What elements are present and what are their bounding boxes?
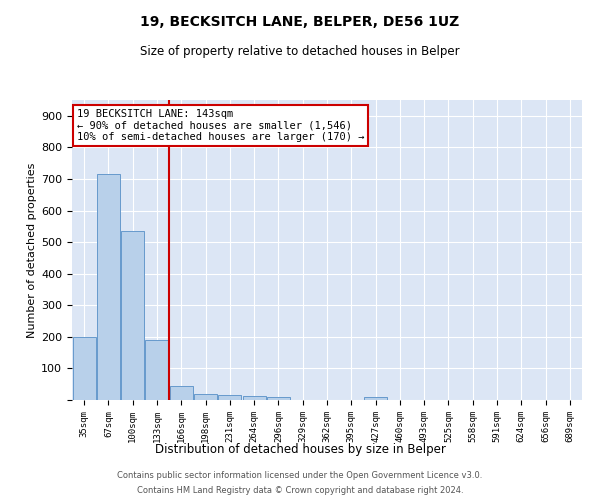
Y-axis label: Number of detached properties: Number of detached properties (27, 162, 37, 338)
Bar (97, 174, 120, 400)
Bar (194, 394, 217, 400)
Text: Distribution of detached houses by size in Belper: Distribution of detached houses by size … (155, 442, 445, 456)
Bar (218, 396, 241, 400)
Text: 19, BECKSITCH LANE, BELPER, DE56 1UZ: 19, BECKSITCH LANE, BELPER, DE56 1UZ (140, 15, 460, 29)
Bar (121, 231, 144, 400)
Text: 19 BECKSITCH LANE: 143sqm
← 90% of detached houses are smaller (1,546)
10% of se: 19 BECKSITCH LANE: 143sqm ← 90% of detac… (77, 109, 365, 142)
Bar (242, 396, 266, 400)
Bar (267, 398, 290, 400)
Bar (145, 340, 169, 400)
Text: Contains HM Land Registry data © Crown copyright and database right 2024.: Contains HM Land Registry data © Crown c… (137, 486, 463, 495)
Bar (170, 386, 193, 400)
Bar (364, 398, 387, 400)
Text: Contains public sector information licensed under the Open Government Licence v3: Contains public sector information licen… (118, 471, 482, 480)
Bar (73, 337, 95, 400)
Text: Size of property relative to detached houses in Belper: Size of property relative to detached ho… (140, 45, 460, 58)
